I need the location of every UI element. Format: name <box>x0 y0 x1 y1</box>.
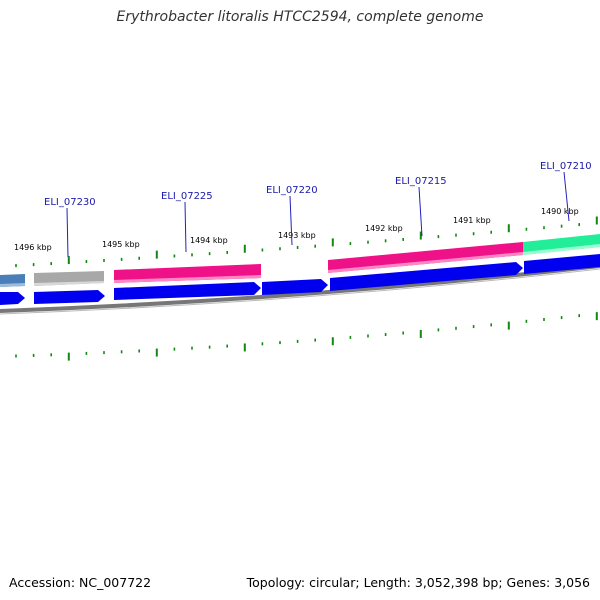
map-title: Erythrobacter litoralis HTCC2594, comple… <box>116 9 484 25</box>
feature-eli-07215[interactable] <box>328 242 523 273</box>
feature-arrow-eli-07220[interactable] <box>262 279 328 295</box>
topology-text: Topology: circular; Length: 3,052,398 bp… <box>246 575 590 590</box>
kbp-label-1492: 1492 kbp <box>365 224 403 233</box>
kbp-label-1493: 1493 kbp <box>278 231 316 240</box>
accession-text: Accession: NC_007722 <box>9 575 152 590</box>
kbp-label-1490: 1490 kbp <box>541 207 579 216</box>
kbp-label-1491: 1491 kbp <box>453 216 491 225</box>
kbp-label-1496: 1496 kbp <box>14 243 52 252</box>
feature-arrow-eli-07215[interactable] <box>330 262 523 291</box>
feature-arrow-eli-07225[interactable] <box>114 282 261 300</box>
outer-scale-ticks <box>15 216 598 268</box>
kbp-label-1494: 1494 kbp <box>190 236 228 245</box>
gene-label-eli-07225[interactable]: ELI_07225 <box>161 191 213 202</box>
feature-arrow-eli-07230[interactable] <box>34 290 105 304</box>
inner-scale-ticks <box>15 312 598 361</box>
kbp-label-1495: 1495 kbp <box>102 240 140 249</box>
genome-backbone <box>0 264 600 313</box>
feature-arrow-left-edge[interactable] <box>0 292 25 305</box>
gene-label-eli-07215[interactable]: ELI_07215 <box>395 176 447 187</box>
gene-label-eli-07220[interactable]: ELI_07220 <box>266 185 318 196</box>
feature-eli-07210[interactable] <box>523 234 600 255</box>
gene-label-eli-07210[interactable]: ELI_07210 <box>540 161 592 172</box>
gene-label-eli-07230[interactable]: ELI_07230 <box>44 197 96 208</box>
feature-arrow-eli-07210[interactable] <box>524 254 600 274</box>
